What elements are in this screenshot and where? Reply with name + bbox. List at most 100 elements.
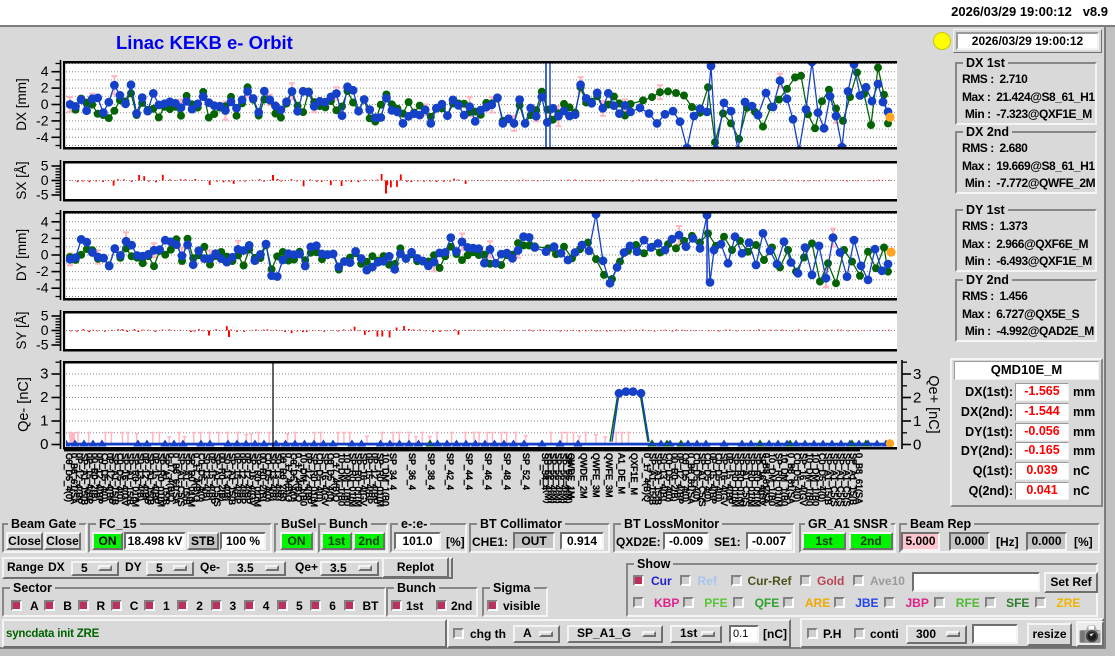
svg-text:10_DM_1(B0: 10_DM_1(B0 [381, 453, 391, 506]
svg-text:SP_42_4: SP_42_4 [445, 453, 455, 490]
svg-text:SP_54_4: SP_54_4 [540, 453, 550, 490]
svg-text:A1_DE_M: A1_DE_M [616, 453, 626, 494]
svg-text:C0_D5_4(0): C0_D5_4(0) [817, 453, 827, 502]
svg-text:SP_56_4(M): SP_56_4(M) [553, 453, 563, 504]
svg-text:Qe- [nC]: Qe- [nC] [16, 377, 32, 432]
svg-text:-5: -5 [36, 337, 49, 353]
svg-text:0_B8_61(SA: 0_B8_61(SA [686, 453, 696, 504]
svg-text:0P_12_4(BP: 0P_12_4(BP [370, 453, 380, 504]
svg-text:S0_13_4(B): S0_13_4(B) [268, 453, 278, 501]
svg-text:SP_A1_15(B: SP_A1_15(B [823, 453, 833, 505]
svg-text:S0_13_4(B): S0_13_4(B) [222, 453, 232, 501]
svg-text:DY [mm]: DY [mm] [14, 229, 29, 281]
svg-text:SP_A1_15(B: SP_A1_15(B [79, 453, 89, 505]
svg-text:10_DM_1(B0: 10_DM_1(B0 [804, 453, 814, 506]
svg-text:SP_44_4: SP_44_4 [464, 453, 474, 490]
svg-text:0P_12_4(BP: 0P_12_4(BP [141, 453, 151, 504]
svg-text:0P_15_4(BP: 0P_15_4(BP [207, 453, 217, 504]
svg-text:0_17_4(B)Q: 0_17_4(B)Q [283, 453, 293, 502]
svg-text:0_B8_61(SA: 0_B8_61(SA [786, 453, 796, 504]
svg-text:0P_15_4(BP: 0P_15_4(BP [151, 453, 161, 504]
svg-text:SP_A1_15(B: SP_A1_15(B [181, 453, 191, 505]
svg-text:SP_R0_01(M: SP_R0_01(M [375, 453, 385, 507]
svg-text:SP_A1_C5(S: SP_A1_C5(S [842, 453, 852, 507]
svg-text:10_DM_1(B0: 10_DM_1(B0 [811, 453, 821, 506]
svg-text:C0_D5_4(0): C0_D5_4(0) [703, 453, 713, 502]
svg-text:SP_52_4: SP_52_4 [521, 453, 531, 490]
svg-text:SP_56_4(M): SP_56_4(M) [558, 453, 568, 504]
svg-text:SP_16_4(GV: SP_16_4(GV [320, 453, 330, 506]
svg-text:10_DM_1(B0: 10_DM_1(B0 [767, 453, 777, 506]
svg-text:0P_12_4(BP: 0P_12_4(BP [95, 453, 105, 504]
svg-text:2: 2 [41, 80, 49, 96]
svg-text:SP_R0_01(M: SP_R0_01(M [309, 453, 319, 507]
svg-text:SP_36_4: SP_36_4 [407, 453, 417, 490]
svg-text:SP_R0_01(M: SP_R0_01(M [348, 453, 358, 507]
svg-text:0P_12_4(BP: 0P_12_4(BP [74, 453, 84, 504]
svg-text:0: 0 [41, 322, 49, 338]
svg-text:QWDE_1M: QWDE_1M [566, 453, 576, 499]
svg-text:0_B8_61(SA: 0_B8_61(SA [854, 453, 864, 504]
svg-text:SP_R0_01(M: SP_R0_01(M [253, 453, 263, 507]
svg-text:0_B8_61(SA: 0_B8_61(SA [171, 453, 181, 504]
svg-text:SP_56_4(M): SP_56_4(M) [548, 453, 558, 504]
svg-text:SP_A1_15(B: SP_A1_15(B [848, 453, 858, 505]
svg-text:QWFE_3M: QWFE_3M [591, 453, 601, 498]
svg-text:0P_15_4(BP: 0P_15_4(BP [725, 453, 735, 504]
svg-text:S0_13_4(B): S0_13_4(B) [273, 453, 283, 501]
svg-text:0P_12_4(BP: 0P_12_4(BP [237, 453, 247, 504]
svg-text:SP_R0_01(M: SP_R0_01(M [130, 453, 140, 507]
svg-text:SP_R0_01(M: SP_R0_01(M [730, 453, 740, 507]
svg-text:SP_A1_15(B: SP_A1_15(B [227, 453, 237, 505]
svg-text:0: 0 [41, 96, 49, 112]
svg-text:3: 3 [913, 366, 921, 383]
svg-text:0_17_4(B)Q: 0_17_4(B)Q [294, 453, 304, 502]
svg-text:0P_12_4(BP: 0P_12_4(BP [675, 453, 685, 504]
svg-text:0P_12_4(BP: 0P_12_4(BP [243, 453, 253, 504]
svg-text:SP_A1_C5(S: SP_A1_C5(S [176, 453, 186, 507]
svg-text:SP_A1_15(B: SP_A1_15(B [648, 453, 658, 505]
svg-text:SP_A1_15(B: SP_A1_15(B [125, 453, 135, 505]
svg-text:-2: -2 [36, 263, 49, 279]
svg-text:SP_A1_C5(S: SP_A1_C5(S [697, 453, 707, 507]
svg-text:10_DM_1(B0: 10_DM_1(B0 [780, 453, 790, 506]
svg-text:0P_15_4(BP: 0P_15_4(BP [232, 453, 242, 504]
svg-text:0_B8_61(SA: 0_B8_61(SA [69, 453, 79, 504]
svg-text:SP_16_4(GV: SP_16_4(GV [719, 453, 729, 506]
svg-text:0P_12_4(BP: 0P_12_4(BP [304, 453, 314, 504]
svg-text:QWFE_3M: QWFE_3M [604, 453, 614, 498]
svg-text:SP_R0_01(M: SP_R0_01(M [736, 453, 746, 507]
svg-text:0_17_4(B)Q: 0_17_4(B)Q [166, 453, 176, 502]
svg-text:C0_D5_4(0): C0_D5_4(0) [792, 453, 802, 502]
svg-text:SP_16_4(GV: SP_16_4(GV [359, 453, 369, 506]
svg-text:SP_16_4(GV: SP_16_4(GV [758, 453, 768, 506]
svg-text:1: 1 [40, 413, 48, 430]
svg-text:0P_15_4(BP: 0P_15_4(BP [364, 453, 374, 504]
svg-text:-4: -4 [36, 280, 49, 296]
svg-text:C0_D5_4(0): C0_D5_4(0) [315, 453, 325, 502]
svg-text:00_R0_2(B): 00_R0_2(B) [670, 453, 680, 502]
svg-text:4: 4 [41, 63, 49, 79]
svg-text:SP_48_4: SP_48_4 [502, 453, 512, 490]
svg-text:SX [Å]: SX [Å] [14, 161, 29, 199]
svg-text:0P_15_4(BP: 0P_15_4(BP [84, 453, 94, 504]
svg-text:S0_13_4(B): S0_13_4(B) [659, 453, 669, 501]
svg-text:SY [Å]: SY [Å] [14, 311, 29, 349]
svg-text:2: 2 [913, 390, 921, 407]
svg-text:00_R0_2(B): 00_R0_2(B) [217, 453, 227, 502]
svg-text:-5: -5 [36, 187, 49, 203]
svg-text:C0_D5_4(0): C0_D5_4(0) [681, 453, 691, 502]
svg-text:SP_A1_C5(S: SP_A1_C5(S [835, 453, 845, 507]
svg-text:C0_D5_4(0): C0_D5_4(0) [100, 453, 110, 502]
svg-text:C0_D5_4(0): C0_D5_4(0) [714, 453, 724, 502]
svg-text:C0_D5_4(0): C0_D5_4(0) [692, 453, 702, 502]
svg-text:C0_D5_4(0): C0_D5_4(0) [197, 453, 207, 502]
svg-text:2: 2 [40, 389, 48, 406]
svg-text:C0_D5_4(0): C0_D5_4(0) [326, 453, 336, 502]
svg-text:5: 5 [41, 308, 49, 324]
svg-text:SP_46_4: SP_46_4 [483, 453, 493, 490]
svg-text:C0_D5_4(0): C0_D5_4(0) [64, 453, 74, 502]
svg-text:00_R0_2(B): 00_R0_2(B) [258, 453, 268, 502]
svg-text:0: 0 [41, 172, 49, 188]
svg-text:-2: -2 [36, 112, 49, 128]
